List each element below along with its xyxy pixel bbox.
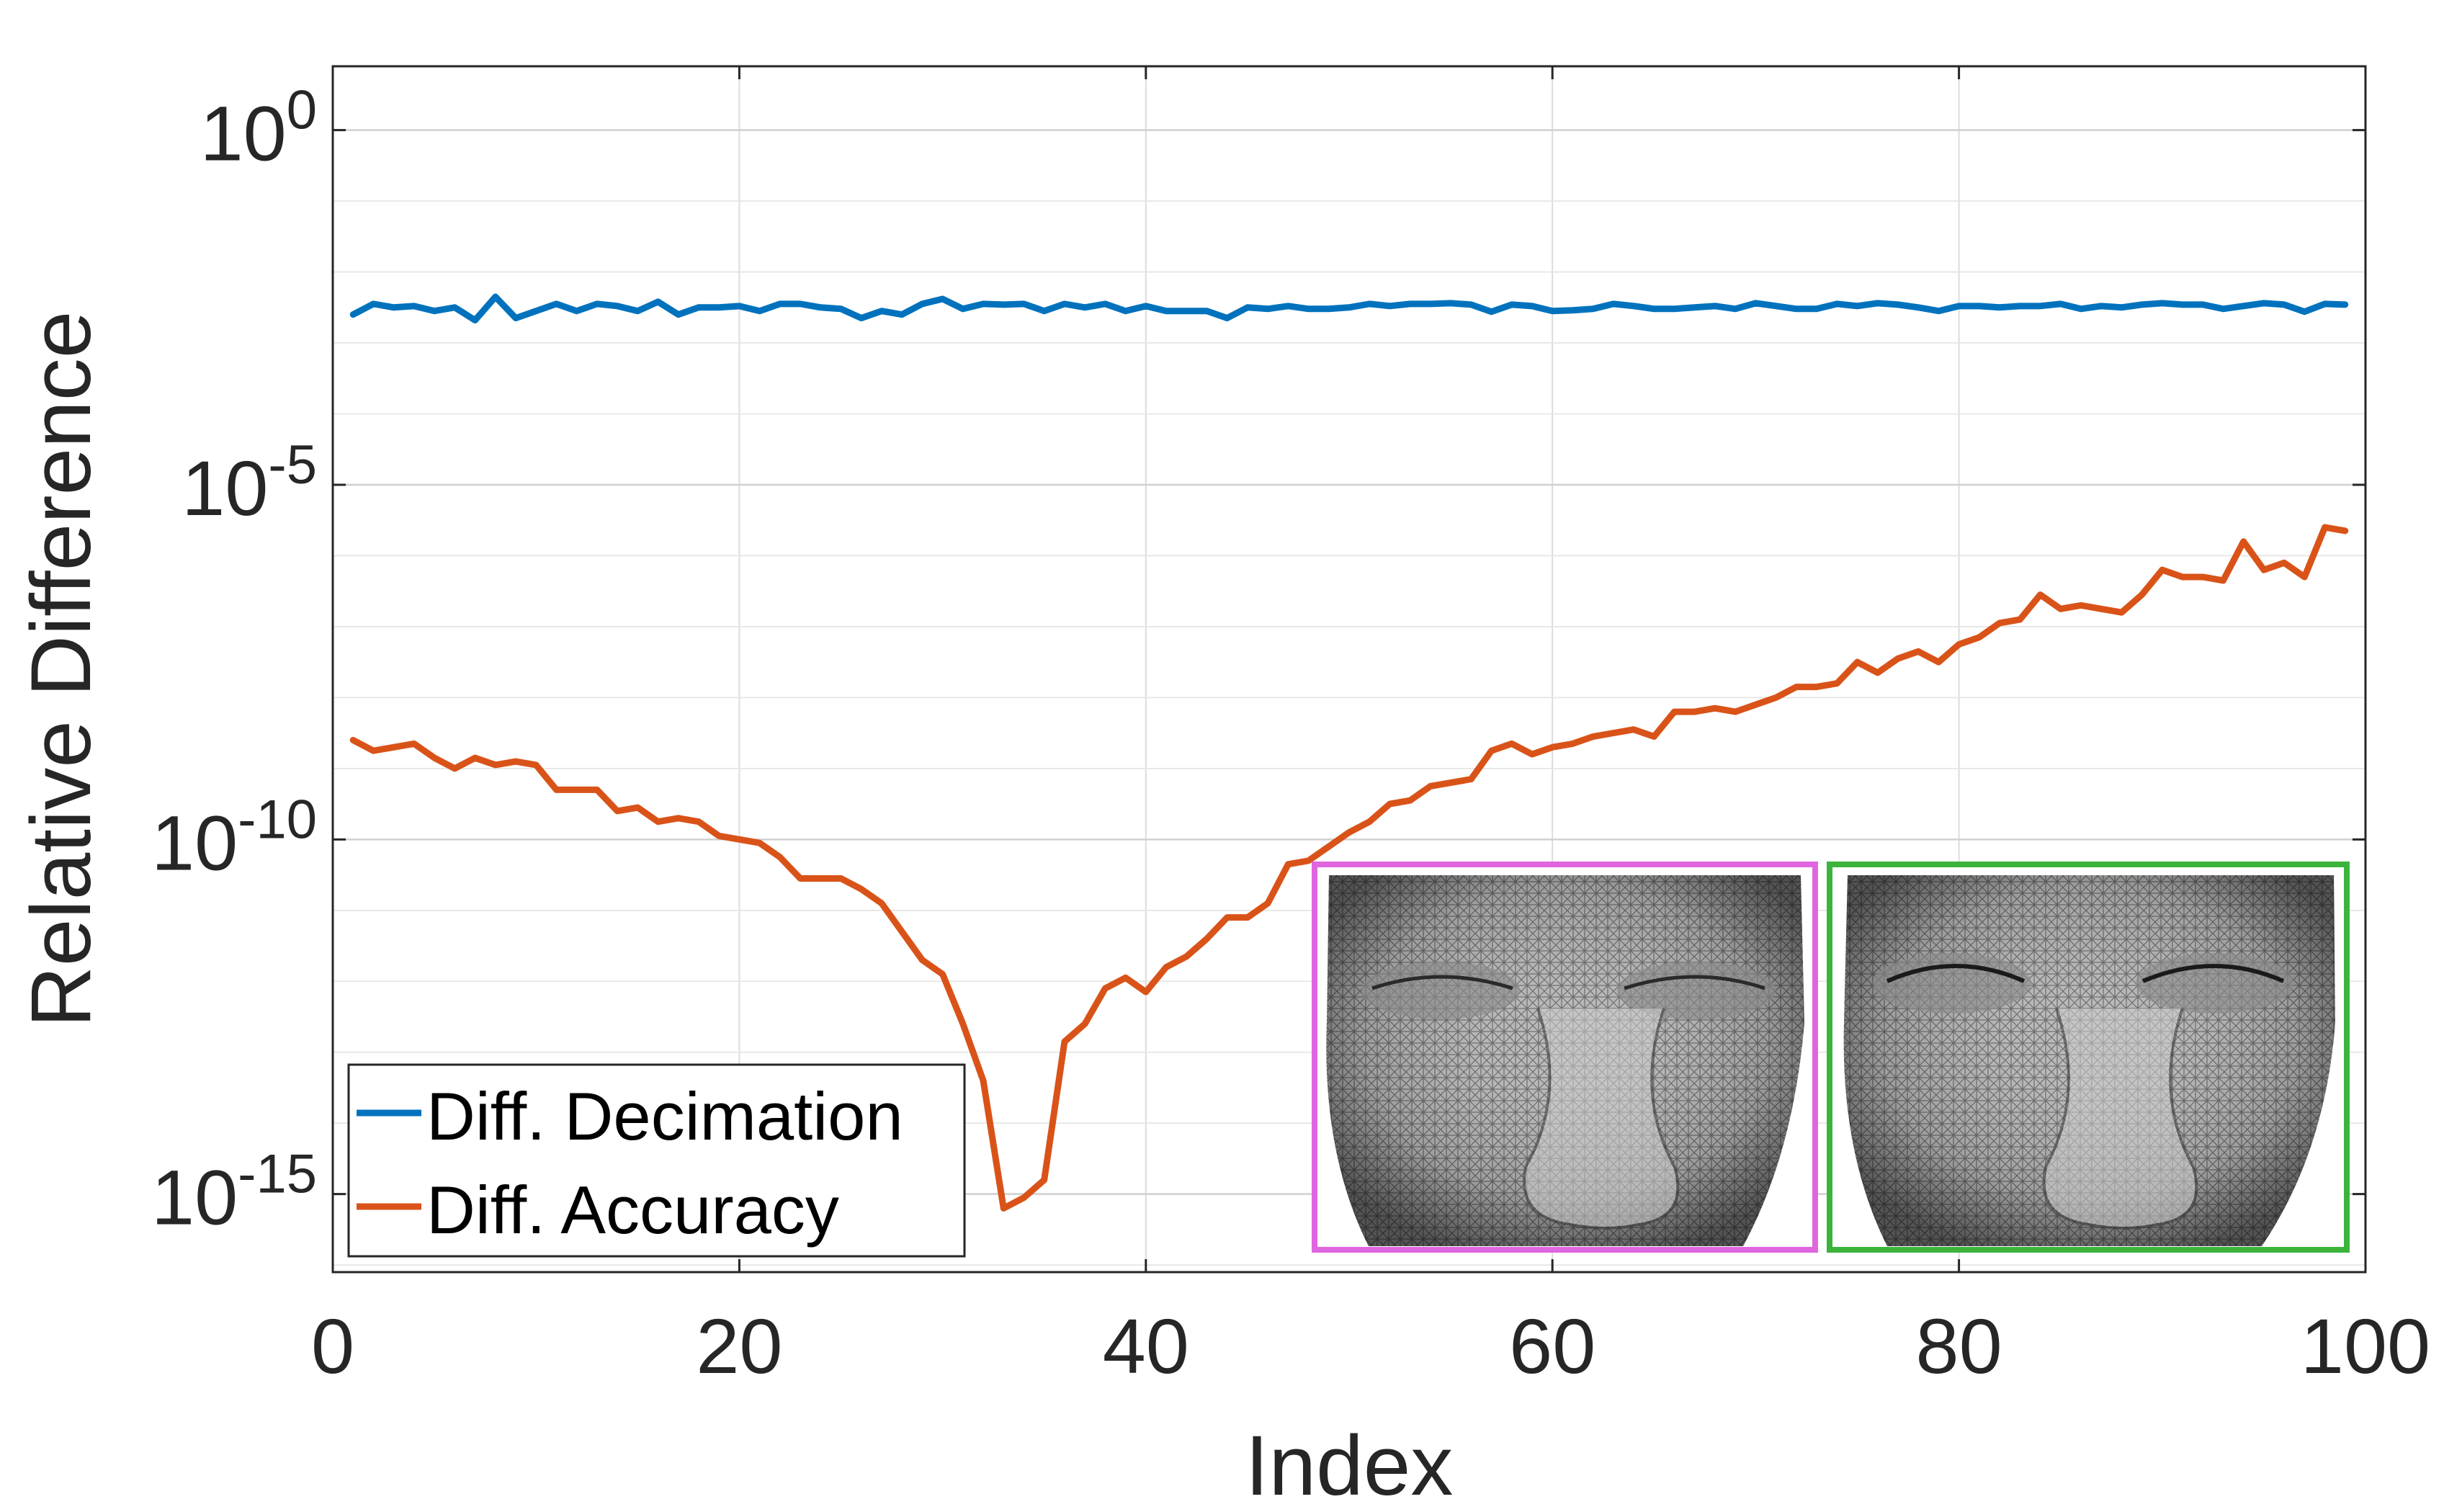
y-tick-label: 10-15 [151, 1144, 317, 1241]
series-line-diff-decimation [349, 293, 2349, 324]
x-tick-label: 40 [1103, 1302, 1189, 1390]
legend-label-diff-decimation: Diff. Decimation [426, 1078, 903, 1154]
x-axis-ticks: 0 20 40 60 80 100 [311, 66, 2430, 1390]
x-tick-label: 100 [2301, 1302, 2430, 1390]
x-tick-label: 20 [696, 1302, 782, 1390]
x-tick-label: 60 [1509, 1302, 1595, 1390]
y-tick-label: 10-10 [151, 789, 317, 886]
y-tick-label: 10-5 [182, 434, 317, 532]
x-tick-label: 80 [1916, 1302, 2002, 1390]
y-axis-label: Relative Difference [14, 311, 109, 1028]
x-tick-label: 0 [311, 1302, 354, 1390]
x-axis-label: Index [1245, 1418, 1454, 1512]
legend-box [347, 1063, 966, 1258]
series-line-diff-accuracy [349, 524, 2349, 1212]
y-tick-label: 100 [200, 80, 317, 177]
accurate-face-mesh [1827, 862, 2350, 1253]
y-axis-ticks: 100 10-5 10-10 10-15 [151, 80, 2365, 1241]
legend-label-diff-accuracy: Diff. Accuracy [426, 1172, 839, 1248]
decimated-face-mesh [1312, 862, 1818, 1253]
plot-area-border [331, 65, 2367, 1274]
legend: Diff. Decimation Diff. Accuracy [347, 1063, 966, 1258]
